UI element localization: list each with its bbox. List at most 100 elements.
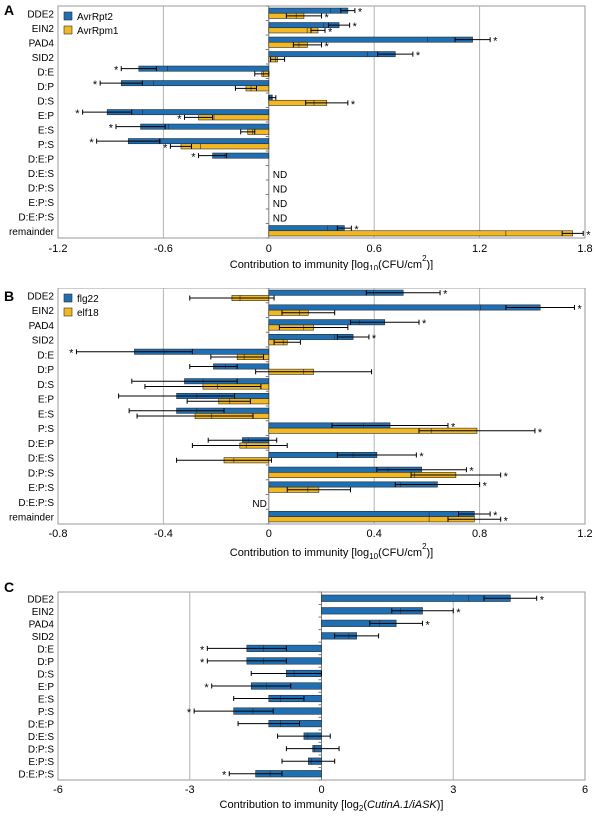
legend-swatch <box>63 25 73 35</box>
significance-star: * <box>351 99 356 111</box>
plot-frame <box>57 287 586 525</box>
significance-star: * <box>538 427 543 439</box>
x-tick-label: 0 <box>318 784 324 796</box>
x-tick-label: 1.2 <box>472 243 487 255</box>
category-label: EIN2 <box>32 306 55 317</box>
x-tick-label: 6 <box>582 784 588 796</box>
x-tick-label: -0.4 <box>154 528 173 540</box>
x-tick-label: -6 <box>53 784 63 796</box>
nd-label: ND <box>273 170 287 181</box>
significance-star: * <box>493 510 498 522</box>
significance-star: * <box>504 471 509 483</box>
significance-star: * <box>426 619 431 631</box>
significance-star: * <box>177 113 182 125</box>
significance-star: * <box>222 770 227 782</box>
x-tick-label: 0 <box>266 243 272 255</box>
category-label: E:P:S <box>28 483 54 494</box>
category-label: D:E:P <box>28 154 54 165</box>
significance-star: * <box>586 229 591 241</box>
bar <box>180 143 270 150</box>
bar <box>268 230 574 237</box>
significance-star: * <box>358 7 363 19</box>
bar <box>268 7 349 14</box>
category-label: D:E:P <box>28 439 54 450</box>
category-label: D:E:S <box>28 169 54 180</box>
x-axis-label-part: Contribution to immunity [log <box>220 799 359 811</box>
category-label: D:P <box>37 657 54 668</box>
significance-star: * <box>89 137 94 149</box>
x-axis-label-part: 2 <box>422 254 427 263</box>
category-label: DDE2 <box>27 291 54 302</box>
significance-star: * <box>577 303 582 315</box>
x-axis-label-part: )] <box>427 259 434 270</box>
legend-label: elf18 <box>77 308 99 319</box>
x-tick-label: -0.8 <box>49 528 68 540</box>
x-axis-label-part: ( <box>363 799 367 811</box>
significance-star: * <box>419 451 424 463</box>
category-label: E:P <box>38 395 54 406</box>
category-label: E:P <box>38 111 54 122</box>
significance-star: * <box>75 108 80 120</box>
bar <box>268 511 475 517</box>
chart-panel-a: -1.2 -0.6 0 0.6 1.2 1.8 Contribution to immuni… <box>9 5 593 273</box>
significance-star: * <box>328 26 333 38</box>
category-label: DDE2 <box>27 9 54 20</box>
category-label: D:E <box>37 644 54 655</box>
x-axis-label-part: (CFU/cm <box>378 259 422 270</box>
nd-label: ND <box>273 199 287 210</box>
significance-star: * <box>187 707 192 719</box>
category-label: D:E <box>37 67 54 78</box>
significance-star: * <box>443 289 448 301</box>
category-label: D:E:P:S <box>18 498 54 509</box>
nd-label: ND <box>273 184 287 195</box>
x-tick-label: -3 <box>185 784 195 796</box>
significance-star: * <box>422 318 427 330</box>
category-label: PAD4 <box>29 321 55 332</box>
x-axis-label-part: 10 <box>369 552 378 561</box>
category-label: EIN2 <box>32 607 55 618</box>
significance-star: * <box>325 12 330 24</box>
bar <box>138 65 270 72</box>
category-label: D:P:S <box>28 468 54 479</box>
category-label: remainder <box>9 513 55 524</box>
panel-letter-c: C <box>4 579 15 595</box>
significance-star: * <box>416 50 421 62</box>
category-label: D:S <box>37 380 54 391</box>
x-axis-label: Contribution to immunity [log10(CFU/cm2)… <box>230 542 434 561</box>
legend-swatch <box>63 307 73 317</box>
significance-star: * <box>504 515 509 527</box>
x-tick-label: 0.6 <box>367 243 382 255</box>
category-label: D:E:P:S <box>18 212 54 223</box>
category-label: SID2 <box>32 53 55 64</box>
x-tick-label: 1.2 <box>577 528 592 540</box>
legend-swatch <box>63 11 73 21</box>
category-label: D:S <box>37 669 54 680</box>
bar <box>268 304 541 311</box>
category-label: E:P <box>38 682 54 693</box>
x-axis-label-part: Contribution to immunity [log <box>230 259 369 270</box>
x-tick-label: 0.4 <box>367 528 382 540</box>
x-axis-label-part: )] <box>427 547 434 559</box>
bar <box>268 516 475 523</box>
panel-a: A -1.2 -0.6 0 0.6 1.2 1.8 Contribution to immu… <box>0 0 596 273</box>
panel-letter-b: B <box>4 288 15 304</box>
significance-star: * <box>163 142 168 154</box>
significance-star: * <box>483 480 488 492</box>
significance-star: * <box>353 21 358 33</box>
significance-star: * <box>325 41 330 53</box>
x-axis-label-part: CutinA.1/iASK <box>367 799 437 811</box>
significance-star: * <box>191 152 196 164</box>
x-axis-label-part: 10 <box>369 264 378 270</box>
significance-star: * <box>69 348 74 360</box>
category-label: E:S <box>38 695 54 706</box>
panel-letter-a: A <box>4 2 15 18</box>
category-label: P:S <box>38 424 54 435</box>
significance-star: * <box>93 79 98 91</box>
significance-star: * <box>109 123 114 135</box>
significance-star: * <box>451 421 456 433</box>
category-label: E:P:S <box>28 757 54 768</box>
category-label: D:E:P:S <box>18 770 54 781</box>
category-label: DDE2 <box>27 594 54 605</box>
significance-star: * <box>493 36 498 48</box>
category-label: D:E <box>37 350 54 361</box>
